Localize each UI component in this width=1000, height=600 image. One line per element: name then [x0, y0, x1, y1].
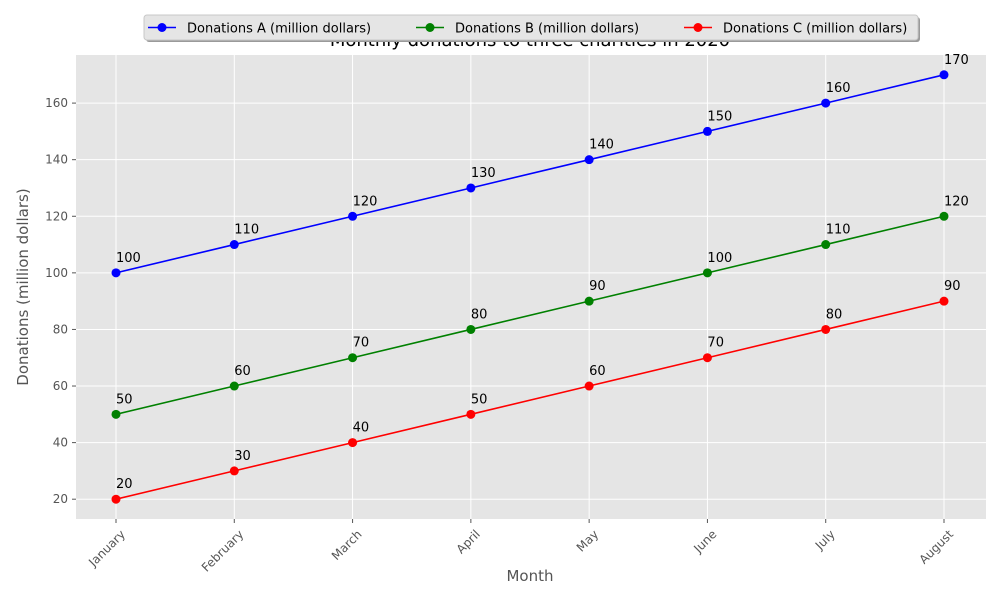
data-label-3: 40 — [353, 421, 370, 436]
legend: Donations A (million dollars) Donations B… — [143, 14, 920, 42]
data-label-1: 130 — [471, 166, 496, 181]
series-line-3 — [115, 300, 945, 500]
data-label-3: 20 — [116, 477, 133, 492]
x-tick-label: May — [574, 527, 601, 554]
data-point-3 — [702, 353, 712, 363]
y-tick-label: 80 — [53, 322, 68, 336]
data-point-1 — [111, 268, 121, 278]
data-point-2 — [939, 211, 949, 221]
y-tick-label: 160 — [45, 96, 68, 110]
series-line-1 — [115, 74, 945, 274]
data-point-1 — [584, 155, 594, 165]
data-label-3: 70 — [707, 336, 724, 351]
y-axis-label: Donations (million dollars) — [14, 188, 32, 385]
data-point-2 — [702, 268, 712, 278]
data-label-2: 60 — [234, 364, 251, 379]
data-label-2: 110 — [826, 223, 851, 238]
x-axis-label: Month — [506, 567, 553, 585]
x-tick-label: March — [329, 527, 365, 563]
data-point-1 — [466, 183, 476, 193]
data-label-1: 100 — [116, 251, 141, 266]
x-tick-label: August — [916, 527, 956, 567]
data-label-1: 120 — [353, 194, 378, 209]
y-tick-label: 60 — [53, 379, 68, 393]
data-point-2 — [466, 324, 476, 334]
data-label-3: 90 — [944, 279, 961, 294]
x-tick-label: June — [690, 527, 719, 556]
legend-box — [143, 14, 919, 41]
data-label-3: 50 — [471, 392, 488, 407]
data-point-1 — [939, 70, 949, 80]
data-label-1: 110 — [234, 223, 259, 238]
data-label-1: 150 — [707, 109, 732, 124]
data-point-2 — [584, 296, 594, 306]
legend-label-2: Donations B (million dollars) — [455, 22, 639, 37]
data-point-1 — [702, 126, 712, 136]
legend-swatch-marker-1 — [157, 23, 167, 32]
data-label-2: 100 — [707, 251, 732, 266]
y-tick-label: 140 — [45, 153, 68, 167]
data-point-3 — [939, 296, 949, 306]
data-label-3: 80 — [826, 307, 843, 322]
legend-label-1: Donations A (million dollars) — [187, 22, 371, 37]
y-tick-label: 120 — [45, 209, 68, 223]
data-point-3 — [111, 494, 121, 504]
x-tick-label: July — [812, 527, 838, 553]
data-labels: 100 110 120 130 140 150 160 170 50 60 70 80 90 100 110… — [116, 53, 969, 492]
data-point-3 — [348, 438, 358, 448]
y-axis-ticks: 20 40 60 80 100 120 140 160 — [45, 96, 76, 506]
legend-swatch-marker-2 — [425, 23, 435, 32]
data-point-1 — [348, 211, 358, 221]
data-label-2: 70 — [353, 336, 370, 351]
data-label-2: 90 — [589, 279, 606, 294]
data-point-1 — [229, 240, 239, 250]
data-label-1: 140 — [589, 138, 614, 153]
series-group — [111, 70, 949, 504]
x-tick-label: January — [85, 527, 128, 570]
series-line-2 — [115, 215, 945, 416]
data-point-2 — [229, 381, 239, 391]
data-point-3 — [229, 466, 239, 476]
data-label-3: 30 — [234, 449, 251, 464]
data-point-3 — [584, 381, 594, 391]
y-tick-label: 100 — [45, 266, 68, 280]
legend-label-3: Donations C (million dollars) — [723, 22, 907, 37]
data-label-2: 50 — [116, 392, 133, 407]
data-label-1: 170 — [944, 53, 969, 68]
plot-background — [76, 55, 986, 519]
x-tick-label: April — [454, 527, 483, 556]
data-point-2 — [821, 240, 831, 250]
legend-swatch-marker-3 — [693, 23, 703, 32]
data-label-2: 120 — [944, 194, 969, 209]
data-point-2 — [348, 353, 358, 363]
x-tick-label: February — [199, 527, 247, 575]
y-tick-label: 20 — [53, 492, 68, 506]
data-point-1 — [821, 98, 831, 108]
data-point-3 — [821, 324, 831, 334]
data-label-2: 80 — [471, 307, 488, 322]
data-label-3: 60 — [589, 364, 606, 379]
y-tick-label: 40 — [53, 436, 68, 450]
data-point-2 — [111, 409, 121, 419]
data-label-1: 160 — [826, 81, 851, 96]
data-point-3 — [466, 409, 476, 419]
